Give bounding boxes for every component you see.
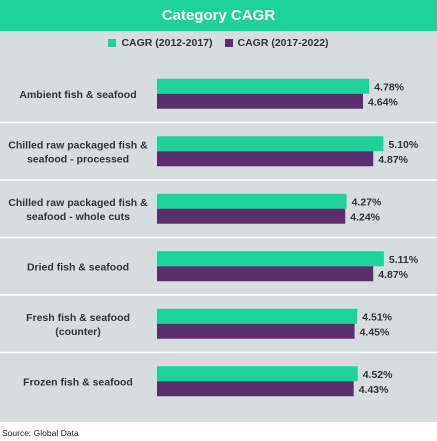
- chart-panel: Category CAGR CAGR (2012-2017) CAGR (201…: [0, 0, 437, 422]
- bar-series-2: [157, 151, 374, 167]
- category-label: seafood - whole cuts: [26, 211, 130, 223]
- chart-legend: CAGR (2012-2017) CAGR (2017-2022): [0, 37, 437, 49]
- bar-series-1: [157, 366, 358, 382]
- category-label: Chilled raw packaged fish &: [8, 139, 148, 151]
- bar-series-2: [157, 93, 364, 109]
- bar-series-1: [157, 193, 347, 209]
- category-label: Ambient fish & seafood: [19, 89, 136, 101]
- bar-series-1: [157, 78, 370, 94]
- category-label: Fresh fish & seafood: [26, 312, 130, 324]
- category-label: seafood - processed: [27, 153, 129, 165]
- category-label: Frozen fish & seafood: [23, 376, 133, 388]
- bar-chart: Ambient fish & seafood 4.78% 4.64% Chilled …: [0, 78, 437, 397]
- data-label-series-1: 4.52%: [363, 369, 393, 381]
- bar-series-2: [157, 266, 374, 282]
- legend-label-series-1: CAGR (2012-2017): [121, 37, 213, 49]
- bar-series-1: [157, 308, 358, 324]
- data-label-series-2: 4.64%: [368, 96, 398, 108]
- bar-series-2: [157, 208, 346, 224]
- bar-series-2: [157, 381, 354, 397]
- data-label-series-1: 5.10%: [388, 139, 418, 151]
- chart-title: Category CAGR: [0, 0, 437, 31]
- data-label-series-2: 4.45%: [360, 326, 390, 338]
- legend-item-series-1: CAGR (2012-2017): [108, 37, 213, 49]
- source-note: Source: Global Data: [2, 428, 79, 438]
- data-label-series-2: 4.43%: [359, 384, 389, 396]
- legend-swatch-series-1: [108, 39, 117, 47]
- category-label: Chilled raw packaged fish &: [8, 197, 148, 209]
- legend-swatch-series-2: [224, 39, 233, 47]
- data-label-series-1: 4.51%: [362, 311, 392, 323]
- category-label: Dried fish & seafood: [27, 261, 129, 273]
- legend-label-series-2: CAGR (2017-2022): [237, 37, 329, 49]
- data-label-series-1: 4.27%: [352, 196, 382, 208]
- data-label-series-2: 4.24%: [350, 211, 380, 223]
- bar-series-2: [157, 323, 355, 339]
- data-label-series-1: 5.11%: [389, 254, 419, 266]
- data-label-series-1: 4.78%: [374, 81, 404, 93]
- data-label-series-2: 4.87%: [378, 269, 408, 281]
- bar-series-1: [157, 136, 384, 152]
- category-label: (counter): [55, 326, 101, 338]
- legend-item-series-2: CAGR (2017-2022): [224, 37, 329, 49]
- bar-series-1: [157, 251, 384, 267]
- data-label-series-2: 4.87%: [378, 154, 408, 166]
